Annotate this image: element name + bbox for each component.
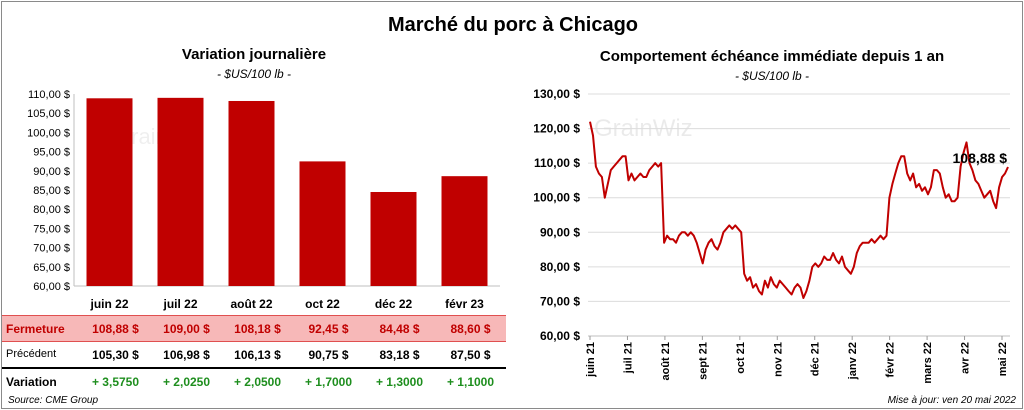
x-tick-label: mai 22 (997, 342, 1009, 376)
y-tick-label: 60,00 $ (33, 281, 70, 293)
x-tick-label: févr 23 (445, 297, 484, 311)
left-chart-title: Variation journalière (181, 46, 327, 63)
last-price-label: 108,88 $ (953, 150, 1008, 166)
x-tick-label: févr 22 (885, 342, 897, 377)
y-tick-label: 90,00 $ (33, 166, 70, 178)
close-label: Fermeture (6, 322, 65, 336)
x-tick-label: août 21 (660, 342, 672, 381)
source-note: Source: CME Group (8, 395, 99, 406)
y-tick-label: 70,00 $ (540, 294, 580, 308)
y-tick-label: 80,00 $ (540, 260, 580, 274)
variation-cell: + 2,0500 (233, 375, 282, 389)
bar (370, 191, 417, 286)
y-tick-label: 65,00 $ (33, 262, 70, 274)
previous-cell: 87,50 $ (450, 348, 491, 362)
variation-cell: + 1,1000 (446, 375, 495, 389)
x-tick-label: janv 22 (847, 342, 859, 380)
x-tick-label: juil 22 (162, 297, 197, 311)
left-chart-subtitle: - $US/100 lb - (216, 67, 292, 81)
x-tick-label: nov 21 (772, 342, 784, 377)
previous-label: Précédent (6, 348, 57, 360)
x-tick-label: avr 22 (960, 342, 972, 374)
x-tick-label: juin 21 (585, 342, 597, 378)
previous-cell: 83,18 $ (379, 348, 420, 362)
y-tick-label: 95,00 $ (33, 147, 70, 159)
variation-cell: + 1,7000 (304, 375, 353, 389)
y-tick-label: 110,00 $ (534, 156, 580, 170)
variation-cell: + 2,0250 (162, 375, 211, 389)
y-tick-label: 100,00 $ (533, 191, 580, 205)
bar (86, 98, 133, 286)
close-cell: 108,18 $ (234, 322, 281, 336)
y-tick-label: 120,00 $ (533, 122, 580, 136)
y-tick-label: 110,00 $ (28, 89, 70, 101)
x-tick-label: juin 22 (89, 297, 128, 311)
y-tick-label: 75,00 $ (33, 223, 70, 235)
previous-row: Précédent 105,30 $ 106,98 $ 106,13 $ 90,… (2, 342, 506, 369)
x-tick-label: oct 21 (735, 342, 747, 374)
x-tick-label: juil 21 (622, 342, 634, 374)
close-cell: 92,45 $ (308, 322, 349, 336)
close-cell: 84,48 $ (379, 322, 420, 336)
previous-cell: 106,13 $ (234, 348, 281, 362)
x-tick-label: oct 22 (305, 297, 340, 311)
bar (228, 100, 275, 286)
y-tick-label: 85,00 $ (33, 185, 70, 197)
bar (441, 176, 488, 286)
previous-cell: 90,75 $ (308, 348, 349, 362)
previous-cell: 106,98 $ (163, 348, 210, 362)
x-tick-label: déc 22 (375, 297, 413, 311)
price-table: Fermeture 108,88 $ 109,00 $ 108,18 $ 92,… (2, 315, 506, 395)
y-tick-label: 105,00 $ (27, 108, 70, 120)
close-cell: 88,60 $ (450, 322, 491, 336)
variation-cell: + 1,3000 (375, 375, 424, 389)
x-tick-label: sept 21 (697, 342, 709, 380)
update-note: Mise à jour: ven 20 mai 2022 (887, 395, 1016, 406)
y-tick-label: 60,00 $ (540, 329, 580, 343)
price-line (589, 121, 1009, 299)
right-chart-subtitle: - $US/100 lb - (734, 69, 810, 83)
close-cell: 109,00 $ (163, 322, 210, 336)
y-tick-label: 70,00 $ (33, 243, 70, 255)
right-chart-title: Comportement échéance immédiate depuis 1… (599, 48, 945, 65)
x-tick-label: août 22 (230, 297, 272, 311)
variation-cell: + 3,5750 (91, 375, 140, 389)
main-title: Marché du porc à Chicago (387, 14, 639, 36)
y-tick-label: 130,00 $ (533, 87, 580, 101)
x-tick-label: mars 22 (922, 342, 934, 384)
close-row: Fermeture 108,88 $ 109,00 $ 108,18 $ 92,… (2, 315, 506, 342)
y-tick-label: 80,00 $ (33, 204, 70, 216)
y-tick-label: 100,00 $ (27, 127, 70, 139)
y-tick-label: 90,00 $ (540, 225, 580, 239)
variation-row: Variation + 3,5750 + 2,0250 + 2,0500 + 1… (2, 369, 506, 395)
bar (157, 97, 204, 286)
variation-label: Variation (6, 375, 57, 389)
close-cell: 108,88 $ (92, 322, 139, 336)
x-tick-label: déc 21 (810, 342, 822, 376)
bar (299, 161, 346, 286)
previous-cell: 105,30 $ (92, 348, 139, 362)
